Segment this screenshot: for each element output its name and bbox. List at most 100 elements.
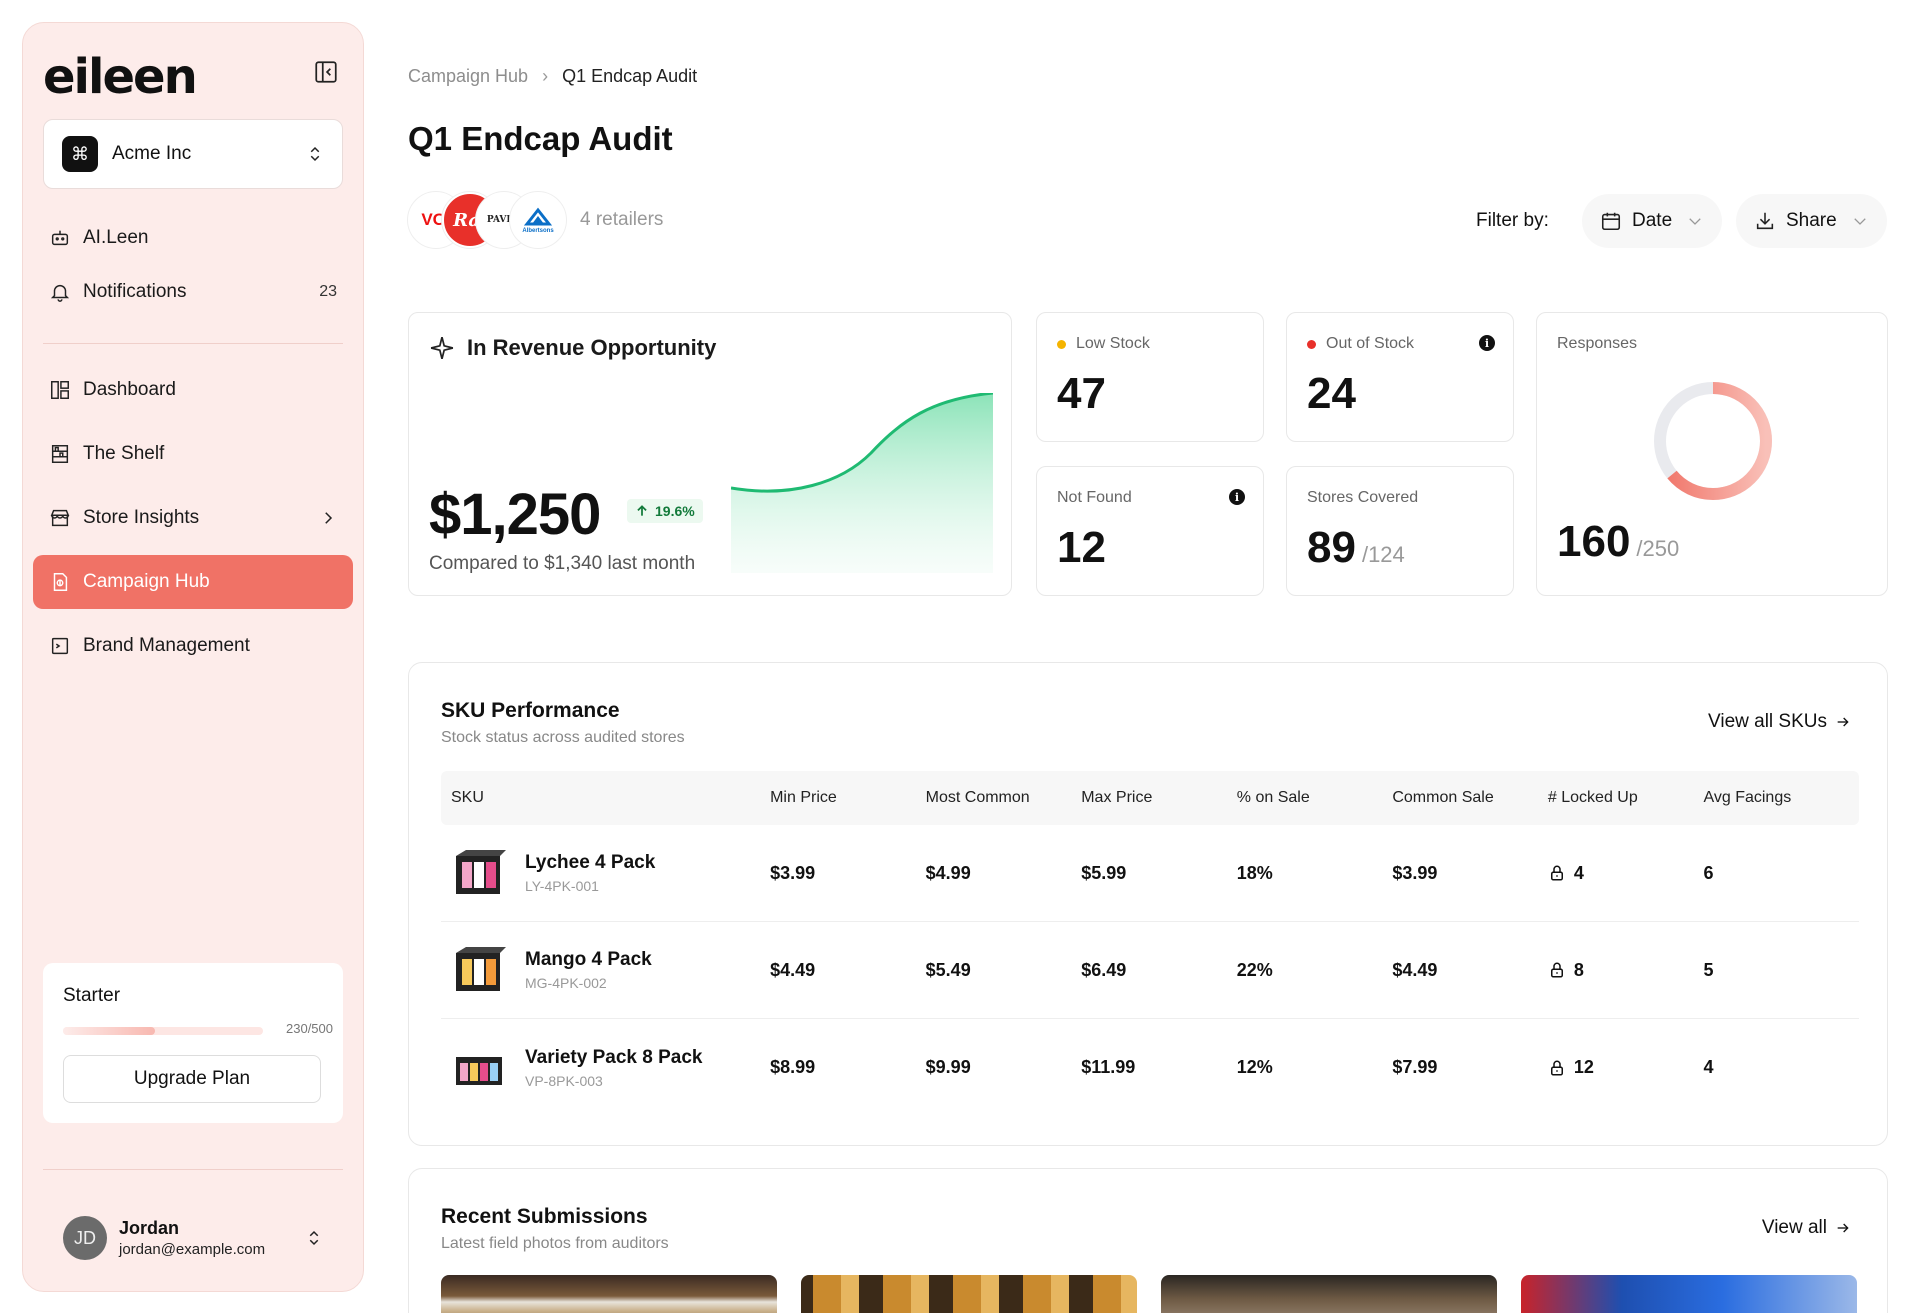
sku-name: Lychee 4 Pack [525,852,656,873]
info-icon[interactable]: i [1229,489,1245,505]
user-email: jordan@example.com [119,1241,266,1258]
sidebar-item-brand-management[interactable]: Brand Management [33,619,353,673]
arrow-right-icon [1837,717,1849,727]
stores-covered-label: Stores Covered [1307,489,1419,506]
max-price: $11.99 [1081,1057,1136,1077]
view-all-skus-link[interactable]: View all SKUs [1708,711,1851,733]
not-found-label: Not Found [1057,489,1132,506]
column-header[interactable]: Max Price [1081,789,1153,806]
command-icon: ⌘ [62,136,98,172]
sidebar-item-label: The Shelf [83,443,165,464]
page-title: Q1 Endcap Audit [408,120,673,157]
retailer-count: 4 retailers [580,209,664,230]
sidebar-item-store-insights[interactable]: Store Insights [33,491,353,545]
brand-icon [49,635,71,657]
low-stock-card: Low Stock 47 [1036,312,1264,442]
max-price: $5.99 [1081,862,1127,883]
status-dot [1057,339,1066,349]
avg-facings: 5 [1703,959,1714,980]
sidebar-item-aileen[interactable]: AI.Leen [33,211,353,265]
revenue-title: In Revenue Opportunity [429,335,716,361]
column-header[interactable]: # Locked Up [1547,789,1638,806]
sidebar-item-label: Dashboard [83,379,176,400]
submission-photo[interactable] [1521,1275,1857,1313]
sku-table: SKU Min Price Most Common Max Price % on… [441,771,1859,1116]
filter-label: Filter by: [1476,210,1549,231]
not-found-card: Not Found i 12 [1036,466,1264,596]
column-header[interactable]: SKU [451,789,484,806]
plan-card: Starter 230/500 Upgrade Plan [43,963,343,1123]
section-title: SKU Performance [441,699,620,722]
revenue-title-text: In Revenue Opportunity [467,335,717,360]
column-header[interactable]: Common Sale [1392,789,1494,806]
bell-icon [49,281,71,303]
user-name: Jordan [119,1218,180,1238]
sku-code: VP-8PK-003 [525,1072,603,1089]
sidebar-item-dashboard[interactable]: Dashboard [33,363,353,417]
plan-usage-fill [63,1027,155,1035]
table-row[interactable]: Lychee 4 Pack LY-4PK-001 $3.99 $4.99 $5.… [441,825,1859,922]
breadcrumb-parent[interactable]: Campaign Hub [408,66,529,86]
arrow-up-icon [637,505,647,516]
sidebar-item-campaign-hub[interactable]: Campaign Hub [33,555,353,609]
org-switcher[interactable]: ⌘ Acme Inc [43,119,343,189]
sidebar-item-the-shelf[interactable]: The Shelf [33,427,353,481]
min-price: $3.99 [770,862,816,883]
column-header[interactable]: Min Price [770,789,837,806]
upgrade-plan-button[interactable]: Upgrade Plan [63,1055,321,1103]
collapse-sidebar-icon[interactable] [313,59,341,87]
sparkle-icon [430,336,454,360]
notification-count: 23 [319,283,337,300]
submission-photo[interactable] [1161,1275,1497,1313]
date-filter-button[interactable]: Date [1582,194,1723,248]
retailer-logos[interactable]: VOI Ral PAVILI Albertsons 4 retailers [408,192,663,248]
revenue-change-value: 19.6% [655,503,695,519]
low-stock-label: Low Stock [1057,335,1150,353]
view-all-submissions-link[interactable]: View all [1762,1217,1851,1239]
column-header[interactable]: % on Sale [1236,789,1310,806]
locked-up-count: 8 [1548,960,1704,981]
revenue-compare: Compared to $1,340 last month [429,553,696,574]
column-header[interactable]: Avg Facings [1703,789,1792,806]
revenue-change-badge: 19.6% [627,499,703,523]
revenue-trend-sparkline [731,393,993,573]
sku-name: Mango 4 Pack [525,949,652,970]
arrow-right-icon [1837,1223,1849,1233]
user-menu[interactable]: JD Jordan jordan@example.com [43,1203,343,1273]
chevron-down-icon [1689,218,1701,225]
share-button[interactable]: Share [1736,194,1887,248]
responses-label: Responses [1557,335,1638,352]
max-price: $6.49 [1081,959,1127,980]
submission-photo[interactable] [441,1275,777,1313]
sidebar: eileen ⌘ Acme Inc AI.Leen Notifications … [22,22,364,1292]
common-sale-price: $7.99 [1392,1057,1438,1077]
sidebar-item-label: Campaign Hub [83,571,210,592]
status-dot [1307,339,1316,349]
section-subtitle: Latest field photos from auditors [441,1235,669,1252]
lock-icon [1550,1060,1563,1075]
stores-covered-value: 89/124 [1307,523,1405,572]
product-image [451,845,507,901]
chevron-down-icon [1854,218,1866,225]
app-logo: eileen [43,49,198,105]
plan-usage-count: 230/500 [286,1021,333,1036]
most-common-price: $4.99 [925,862,971,883]
percent-on-sale: 18% [1236,862,1273,883]
retailer-logo-albertsons: Albertsons [510,192,566,248]
column-header[interactable]: Most Common [925,789,1030,806]
calendar-icon [1601,212,1621,231]
locked-up-count: 12 [1548,1057,1704,1078]
breadcrumb: Campaign Hub › Q1 Endcap Audit [408,66,697,87]
sidebar-item-notifications[interactable]: Notifications 23 [33,265,353,319]
table-row[interactable]: Variety Pack 8 Pack VP-8PK-003 $8.99 $9.… [441,1019,1859,1116]
info-icon[interactable]: i [1479,335,1495,351]
table-row[interactable]: Mango 4 Pack MG-4PK-002 $4.49 $5.49 $6.4… [441,922,1859,1019]
submission-photo[interactable] [801,1275,1137,1313]
sidebar-item-label: Brand Management [83,635,250,656]
stores-covered-total: /124 [1361,542,1405,567]
sku-performance-card: SKU Performance Stock status across audi… [408,662,1888,1146]
percent-on-sale: 12% [1236,1057,1273,1077]
section-subtitle: Stock status across audited stores [441,729,685,746]
chevron-right-icon [325,512,333,524]
responses-donut [1654,382,1772,500]
